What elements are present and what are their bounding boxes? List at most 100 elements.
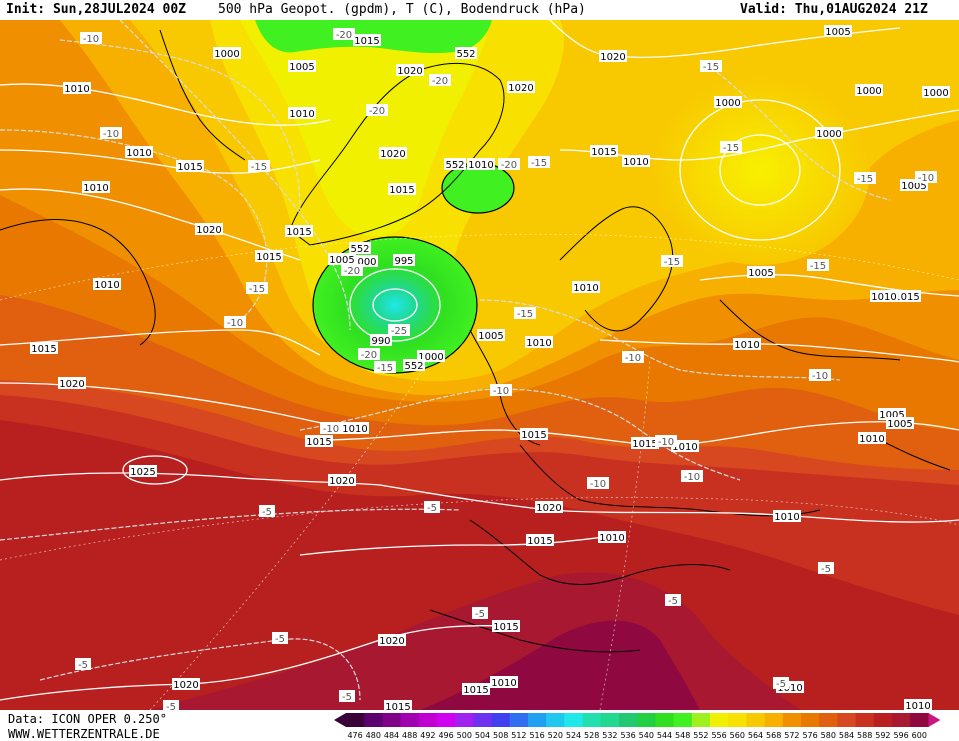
pressure-label: 1015	[492, 620, 520, 633]
temperature-label-box	[429, 74, 451, 86]
temperature-label: -20	[333, 28, 355, 41]
colorbar-swatch	[910, 713, 929, 727]
pressure-label-box	[378, 634, 406, 646]
colorbar-tick-label: 588	[857, 731, 872, 740]
pressure-label-box	[328, 474, 356, 486]
colorbar-swatch	[746, 713, 766, 727]
pressure-label: 1015	[176, 160, 204, 173]
pressure-label-text: 1020	[380, 149, 405, 160]
temperature-label-box	[681, 470, 703, 482]
temperature-label: -10	[224, 316, 246, 329]
temperature-label: -5	[818, 562, 834, 575]
colorbar-swatch	[855, 713, 875, 727]
temperature-label: -10	[681, 470, 703, 483]
temperature-label-box	[75, 658, 91, 670]
temperature-label-text: -5	[668, 596, 678, 607]
pressure-label-box	[507, 81, 535, 93]
pressure-label-text: 1015	[286, 227, 311, 238]
pressure-label-box	[904, 699, 932, 710]
pressure-label: 1010	[288, 107, 316, 120]
pressure-label-box	[195, 223, 223, 235]
pressure-label-text: 1005	[879, 410, 904, 421]
pressure-label: 1005	[747, 266, 775, 279]
colorbar-tick-label: 528	[584, 731, 599, 740]
pressure-label-box	[288, 60, 316, 72]
temperature-label: -15	[661, 255, 683, 268]
temperature-label: -10	[80, 32, 102, 45]
pressure-label-text: 1010	[468, 160, 493, 171]
pressure-label: 1015	[388, 183, 416, 196]
temperature-label-box	[665, 594, 681, 606]
pressure-label-box	[858, 432, 886, 444]
pressure-label-text: 1015	[354, 36, 379, 47]
pressure-label: 1020	[535, 501, 563, 514]
pressure-label-box	[520, 428, 548, 440]
temperature-label-text: -5	[427, 503, 437, 514]
temperature-label: -15	[246, 282, 268, 295]
pressure-label: 552	[455, 47, 477, 60]
temperature-label: -20	[358, 348, 380, 361]
colorbar-tick-label: 600	[912, 731, 927, 740]
pressure-label-text: 1025	[130, 467, 155, 478]
pressure-label-box	[886, 417, 914, 429]
pressure-label-box	[388, 183, 416, 195]
temperature-labels: -10 -20-20-15-10-20-20 -15-15-15-15 -10-20-…	[75, 28, 937, 710]
colorbar-swatch	[455, 713, 474, 727]
colorbar-tick-label: 580	[821, 731, 836, 740]
temperature-label-box	[587, 477, 609, 489]
pressure-label-text: 1020	[59, 379, 84, 390]
colorbar-swatch	[837, 713, 857, 727]
temperature-label-box	[246, 282, 268, 294]
temperature-label-box	[339, 690, 355, 702]
temperature-label-text: -10	[227, 318, 243, 329]
colorbar-swatch	[892, 713, 911, 727]
temperature-label: -20	[429, 74, 451, 87]
colorbar-tick-label: 496	[438, 731, 453, 740]
map-header: Init: Sun,28JUL2024 00Z 500 hPa Geopot. …	[0, 0, 959, 20]
colorbar-swatch	[764, 713, 784, 727]
temperature-label-box	[224, 316, 246, 328]
pressure-label-box	[773, 510, 801, 522]
pressure-label-text: 1020	[397, 66, 422, 77]
pressure-label: 1010	[773, 510, 801, 523]
pressure-label-text: 1000	[816, 129, 841, 140]
pressure-label: 552	[444, 158, 466, 171]
pressure-label-box	[467, 158, 495, 170]
colorbar-swatch	[728, 713, 747, 727]
pressure-label-text: 1010	[774, 512, 799, 523]
band-556	[240, 20, 490, 237]
colorbar-tick-label: 540	[639, 731, 654, 740]
pressure-label-text: 1010	[94, 280, 119, 291]
temperature-label-text: -15	[531, 158, 547, 169]
temperature-label: -5	[339, 690, 355, 703]
temperature-label-box	[333, 28, 355, 40]
temperature-label-box	[424, 501, 440, 513]
pressure-label-text: 552	[404, 361, 423, 372]
pressure-label-box	[82, 181, 110, 193]
pressure-label-text: 1010	[905, 701, 930, 710]
pressure-label-box	[125, 146, 153, 158]
pressure-label: 1015	[526, 534, 554, 547]
pressure-label: 1010	[525, 336, 553, 349]
colorbar-swatch	[346, 713, 365, 727]
colorbar-tick-label: 532	[602, 731, 617, 740]
temperature-label-text: -20	[336, 30, 352, 41]
pressure-label-box	[393, 254, 415, 266]
temperature-label-text: -20	[369, 106, 385, 117]
pressure-label-text: 552	[445, 160, 464, 171]
graticule	[0, 233, 959, 710]
colorbar-swatch	[582, 713, 602, 727]
high-center-scandinavia	[650, 75, 870, 265]
pressure-label: 1010	[93, 278, 121, 291]
temperature-label: -10	[587, 477, 609, 490]
colorbar-swatch	[710, 713, 729, 727]
pressure-label-text: 1005	[887, 419, 912, 430]
temperature-label-text: -5	[166, 702, 176, 710]
temperature-label-box	[807, 259, 829, 271]
pressure-label: 552	[403, 359, 425, 372]
pressure-label-text: 552	[456, 49, 475, 60]
pressure-label: 1020	[396, 64, 424, 77]
temperature-label: -25	[388, 324, 410, 337]
pressure-label-text: 1015	[493, 622, 518, 633]
pressure-label-text: 1010	[342, 424, 367, 435]
